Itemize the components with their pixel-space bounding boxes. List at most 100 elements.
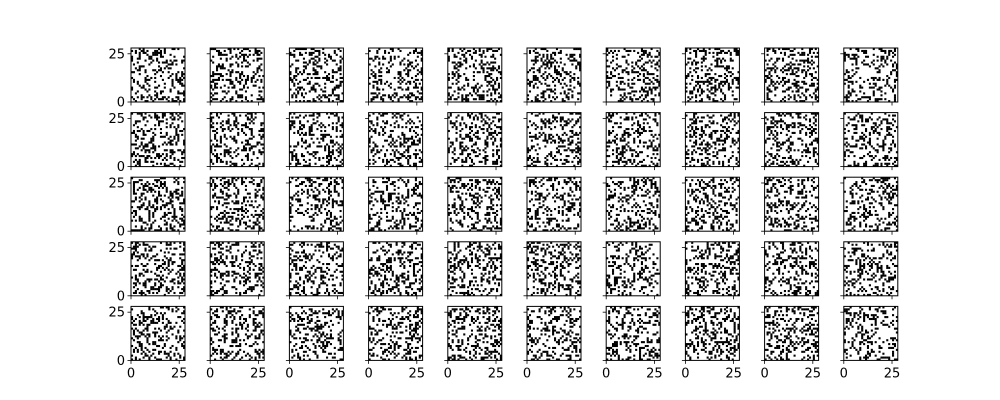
image-pixel: [768, 67, 771, 70]
image-pixel: [310, 114, 313, 117]
image-pixel: [787, 129, 790, 133]
image-pixel: [499, 76, 502, 80]
image-pixel: [326, 76, 329, 80]
image-pixel: [766, 128, 769, 131]
image-pixel: [144, 143, 147, 146]
image-pixel: [810, 96, 813, 99]
image-pixel: [407, 145, 410, 148]
image-pixel: [158, 229, 161, 232]
image-pixel: [159, 90, 163, 93]
image-pixel: [142, 129, 145, 133]
image-pixel: [407, 73, 410, 76]
image-pixel: [712, 76, 715, 80]
image-pixel: [654, 94, 657, 97]
image-pixel: [621, 80, 624, 83]
image-pixel: [136, 181, 139, 184]
image-pixel: [637, 71, 640, 74]
image-pixel: [393, 141, 396, 144]
image-pixel: [148, 182, 151, 186]
image-pixel: [718, 149, 721, 152]
image-pixel: [136, 90, 139, 93]
image-pixel: [611, 153, 615, 156]
image-pixel: [781, 71, 785, 74]
image-pixel: [472, 98, 475, 101]
image-pixel: [368, 139, 371, 142]
image-pixel: [480, 112, 483, 115]
image-pixel: [248, 147, 251, 150]
image-pixel: [134, 181, 137, 184]
image-pixel: [291, 158, 294, 161]
image-pixel: [886, 128, 889, 131]
image-pixel: [480, 160, 483, 163]
image-pixel: [882, 78, 885, 81]
image-pixel: [486, 75, 489, 78]
image-pixel: [621, 135, 624, 138]
image-pixel: [175, 190, 178, 193]
image-pixel: [179, 149, 182, 152]
image-pixel: [372, 71, 375, 74]
image-pixel: [851, 80, 854, 83]
image-pixel: [722, 84, 725, 87]
image-pixel: [542, 53, 545, 56]
image-pixel: [161, 78, 164, 81]
image-pixel: [712, 155, 715, 158]
image-pixel: [712, 98, 715, 101]
image-pixel: [248, 118, 251, 121]
image-pixel: [322, 90, 325, 93]
image-pixel: [735, 98, 738, 101]
image-pixel: [231, 86, 234, 89]
image-pixel: [159, 194, 163, 197]
image-pixel: [140, 192, 143, 195]
image-pixel: [611, 129, 615, 133]
image-pixel: [235, 164, 238, 167]
image-pixel: [154, 208, 157, 211]
image-pixel: [805, 126, 808, 129]
image-pixel: [316, 71, 319, 74]
image-pixel: [169, 198, 172, 201]
image-pixel: [403, 57, 406, 60]
image-pixel: [886, 80, 889, 83]
image-pixel: [235, 53, 238, 56]
image-pixel: [223, 128, 226, 131]
image-pixel: [177, 196, 180, 199]
image-pixel: [382, 120, 385, 123]
image-pixel: [405, 141, 408, 144]
image-pixel: [540, 118, 543, 121]
image-pixel: [633, 94, 636, 97]
image-pixel: [534, 82, 537, 85]
image-pixel: [144, 208, 147, 211]
image-pixel: [289, 73, 292, 76]
image-pixel: [548, 59, 551, 62]
image-pixel: [223, 177, 226, 180]
image-pixel: [776, 75, 779, 78]
image-pixel: [163, 96, 166, 99]
image-pixel: [480, 96, 483, 99]
image-pixel: [847, 75, 850, 78]
image-pixel: [215, 128, 219, 131]
image-pixel: [895, 158, 898, 161]
image-pixel: [787, 78, 790, 81]
image-pixel: [246, 75, 249, 78]
image-pixel: [575, 59, 578, 62]
image-pixel: [793, 82, 796, 85]
image-pixel: [144, 196, 147, 199]
image-pixel: [654, 145, 657, 148]
image-pixel: [374, 128, 377, 131]
image-pixel: [714, 48, 717, 51]
image-pixel: [304, 61, 307, 64]
image-pixel: [138, 215, 141, 218]
image-pixel: [708, 76, 711, 80]
image-pixel: [608, 155, 611, 158]
image-pixel: [888, 158, 891, 161]
image-pixel: [152, 211, 155, 214]
image-pixel: [550, 88, 553, 91]
image-pixel: [331, 153, 334, 156]
image-pixel: [791, 73, 794, 76]
image-pixel: [606, 155, 609, 158]
image-pixel: [308, 61, 311, 64]
image-pixel: [177, 181, 180, 184]
image-pixel: [482, 71, 485, 74]
image-pixel: [248, 49, 251, 53]
image-pixel: [876, 126, 879, 129]
image-pixel: [295, 48, 298, 51]
